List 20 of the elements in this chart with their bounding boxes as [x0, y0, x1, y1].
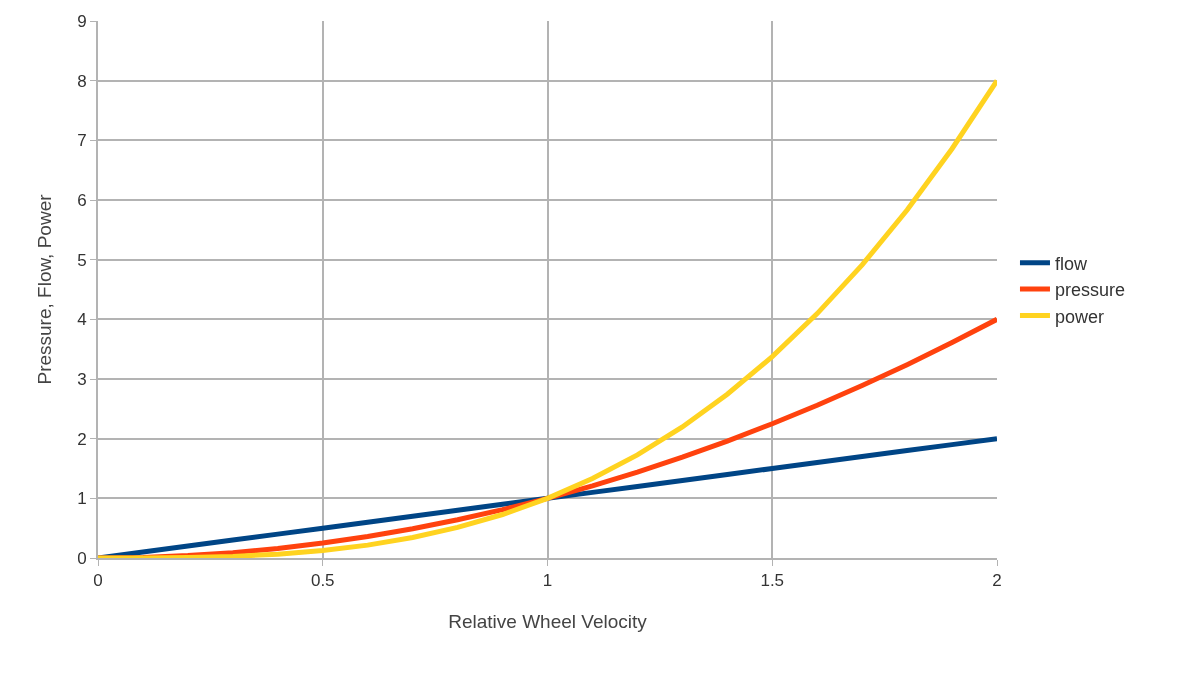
- x-tick-label: 0: [93, 571, 103, 591]
- y-tick-label: 9: [77, 11, 87, 31]
- y-tick-label: 0: [77, 548, 87, 568]
- x-axis-title: Relative Wheel Velocity: [448, 610, 648, 632]
- y-tick-label: 3: [77, 369, 87, 389]
- y-tick-label: 5: [77, 250, 87, 270]
- x-tick-label: 1.5: [760, 571, 785, 591]
- y-tick-label: 2: [77, 429, 87, 449]
- y-tick-label: 6: [77, 190, 87, 210]
- legend-label: power: [1054, 306, 1105, 327]
- x-tick-label: 1: [542, 571, 553, 591]
- y-tick-label: 1: [77, 489, 87, 509]
- x-tick-label: 2: [992, 571, 1002, 591]
- legend-label: pressure: [1054, 280, 1126, 301]
- x-tick-label: 0.5: [310, 571, 335, 591]
- y-tick-label: 7: [77, 131, 87, 151]
- y-tick-label: 8: [77, 71, 87, 91]
- legend-label: flow: [1054, 253, 1088, 274]
- y-tick-label: 4: [77, 310, 87, 330]
- y-axis-title: Pressure, Flow, Power: [34, 193, 56, 385]
